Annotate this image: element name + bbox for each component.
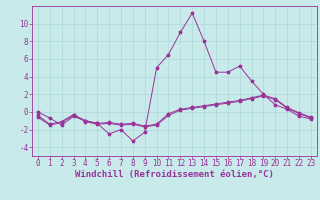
- X-axis label: Windchill (Refroidissement éolien,°C): Windchill (Refroidissement éolien,°C): [75, 170, 274, 179]
